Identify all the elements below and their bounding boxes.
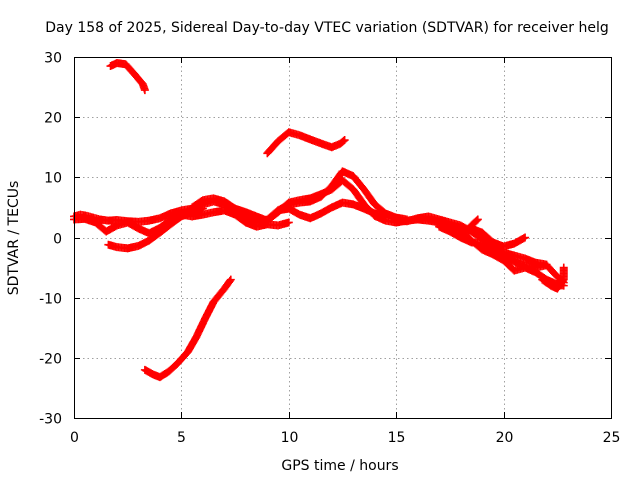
chart-title: Day 158 of 2025, Sidereal Day-to-day VTE… [45, 20, 608, 36]
series-tail-e [467, 215, 482, 239]
data-point [339, 136, 348, 145]
data-point [340, 136, 349, 145]
series-arc-mid-high [263, 128, 349, 158]
data-point [542, 260, 551, 269]
grid-lines [74, 57, 611, 418]
x-tick-label: 20 [496, 430, 514, 446]
y-tick-label: 30 [44, 51, 62, 67]
x-tick-label: 10 [281, 430, 299, 446]
data-point [381, 212, 390, 221]
y-tick-label: 10 [44, 171, 62, 187]
series-base-upper [188, 167, 411, 227]
y-tick-label: -10 [39, 292, 62, 308]
data-point [225, 276, 234, 285]
x-tick-label: 25 [603, 430, 621, 446]
data-point [140, 86, 149, 95]
x-tick-label: 5 [177, 430, 186, 446]
series-tail-c [435, 222, 551, 269]
y-tick-label: -20 [39, 352, 62, 368]
y-tick-label: 0 [53, 232, 62, 248]
data-point [284, 218, 293, 227]
x-tick-label: 0 [70, 430, 79, 446]
x-tick-label: 15 [388, 430, 406, 446]
y-axis-label: SDTVAR / TECUs [6, 181, 22, 296]
series-tail-d [467, 224, 530, 251]
data-point [226, 275, 235, 284]
data-points [70, 59, 568, 382]
series-tail-f [538, 263, 568, 293]
series-arc-low-drop [140, 275, 235, 382]
x-axis-label: GPS time / hours [281, 458, 398, 474]
data-point [559, 263, 568, 272]
data-point [472, 229, 481, 238]
data-point [473, 230, 482, 239]
axis-ticks: 0 5 10 15 20 25 -30 -20 -10 0 10 20 30 [39, 51, 620, 447]
series-base-mid2 [274, 198, 390, 223]
y-tick-label: -30 [39, 412, 62, 428]
y-tick-label: 20 [44, 111, 62, 127]
data-point [521, 233, 530, 242]
series-arc-high-early [106, 59, 149, 95]
